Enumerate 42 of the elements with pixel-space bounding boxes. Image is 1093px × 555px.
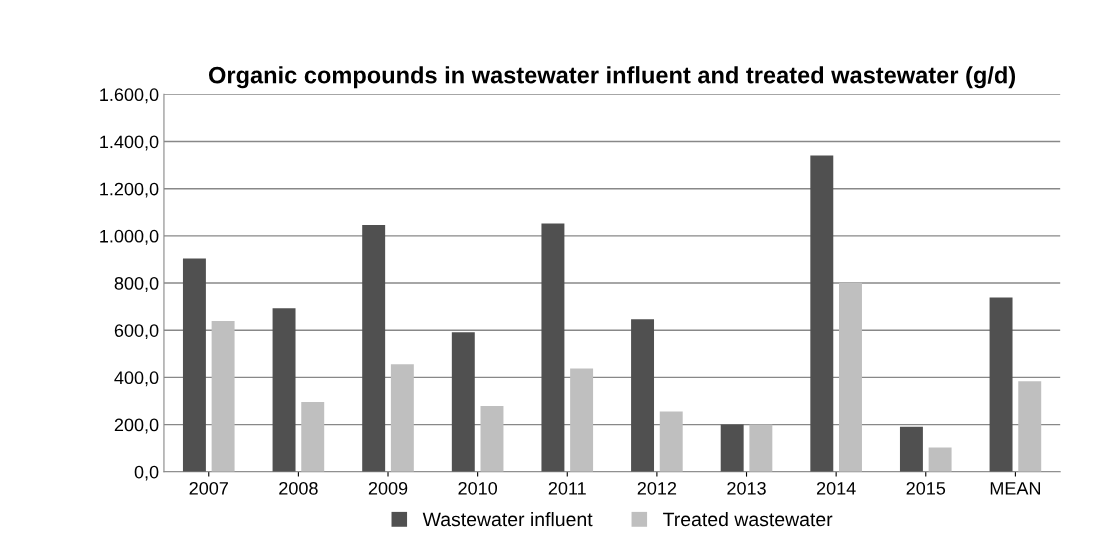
x-tick-label: 2009: [368, 481, 408, 495]
legend-label: Wastewater influent: [422, 512, 593, 527]
y-tick-label: 800,0: [114, 276, 159, 292]
bar: [480, 405, 504, 472]
y-tick-label: 400,0: [114, 371, 159, 387]
y-tick-label: 1.600,0: [100, 88, 159, 104]
y-tick-label: 1.000,0: [100, 229, 159, 245]
bar: [839, 282, 862, 472]
bar: [810, 155, 834, 472]
x-tick-label: 2008: [279, 481, 318, 495]
bar: [541, 223, 565, 472]
x-tick-label: 2011: [548, 481, 586, 495]
bar: [570, 368, 594, 472]
bar: [989, 297, 1013, 472]
x-tick-label: 2007: [189, 481, 228, 495]
bar: [899, 426, 923, 472]
bar: [659, 411, 683, 472]
bar: [928, 447, 952, 472]
bar: [301, 401, 325, 472]
y-tick-label: 1.200,0: [100, 182, 159, 198]
bar: [1018, 381, 1042, 472]
legend-label: Treated wastewater: [663, 512, 833, 527]
y-tick-label: 0,0: [134, 465, 159, 481]
x-tick-label: 2010: [458, 481, 498, 495]
bar: [749, 424, 773, 472]
bar: [451, 332, 475, 472]
y-tick-label: 1.400,0: [100, 135, 159, 151]
x-tick-label: 2014: [816, 481, 856, 495]
bar: [182, 258, 206, 472]
x-tick-label: 2013: [727, 481, 766, 495]
bar: [211, 321, 235, 472]
y-tick-label: 200,0: [114, 418, 159, 434]
bar: [720, 424, 744, 472]
x-tick-label: 2012: [637, 481, 677, 495]
bar: [362, 225, 386, 472]
x-tick-label: 2015: [906, 481, 946, 495]
chart-title: Organic compounds in wastewater influent and treated wastewater (g/d): [209, 66, 1016, 89]
x-tick-label: MEAN: [990, 482, 1041, 495]
bar: [390, 364, 414, 472]
bar: [631, 319, 655, 472]
y-tick-label: 600,0: [114, 324, 159, 340]
bar: [272, 308, 296, 472]
